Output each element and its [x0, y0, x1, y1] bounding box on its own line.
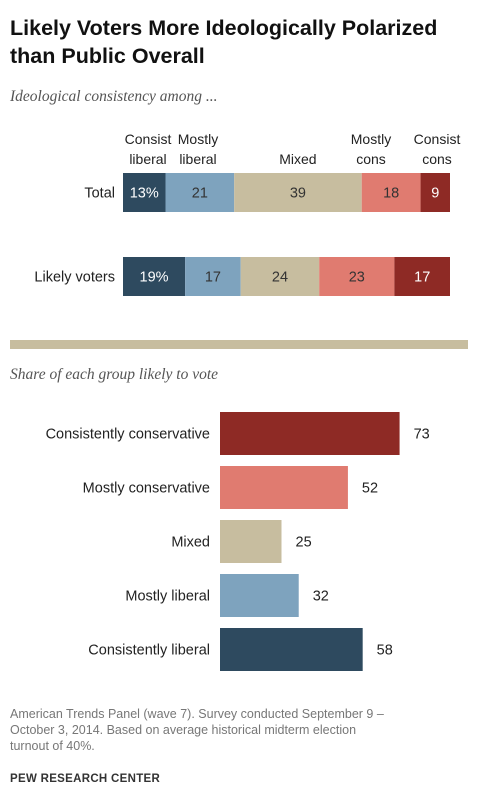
stacked-segment — [165, 173, 235, 212]
source-line: October 3, 2014. Based on average histor… — [10, 723, 357, 737]
legend-header: Mostly — [351, 131, 391, 147]
stacked-segment — [123, 173, 166, 212]
bar-value-label: 52 — [362, 481, 378, 497]
bar-value-label: 73 — [414, 427, 430, 443]
segment-value-label: 9 — [431, 186, 439, 202]
category-label: Mostly liberal — [125, 589, 210, 605]
segment-value-label: 39 — [290, 186, 306, 202]
legend-header: cons — [356, 151, 386, 167]
stacked-segment — [123, 257, 186, 296]
segment-value-label: 24 — [272, 270, 288, 286]
bar — [220, 628, 363, 671]
legend-header: Consist — [414, 131, 461, 147]
turnout-chart-subtitle: Share of each group likely to vote — [10, 366, 219, 383]
segment-value-label: 23 — [349, 270, 365, 286]
source-line: American Trends Panel (wave 7). Survey c… — [10, 707, 384, 721]
category-label: Mostly conservative — [83, 481, 210, 497]
legend-header: cons — [422, 151, 452, 167]
legend-header: Mostly — [178, 131, 218, 147]
stacked-chart-subtitle: Ideological consistency among ... — [10, 88, 218, 105]
bar-value-label: 25 — [296, 535, 312, 551]
stacked-segment — [361, 173, 421, 212]
segment-value-label: 19% — [140, 270, 169, 286]
stacked-segment — [234, 173, 362, 212]
row-label: Total — [84, 186, 115, 202]
legend-header: Consist — [125, 131, 172, 147]
source-line: turnout of 40%. — [10, 739, 95, 753]
stacked-segment — [319, 257, 395, 296]
legend-header: liberal — [179, 151, 216, 167]
category-label: Mixed — [171, 535, 210, 551]
stacked-segment — [240, 257, 320, 296]
segment-value-label: 17 — [205, 270, 221, 286]
bar — [220, 520, 282, 563]
bar — [220, 574, 299, 617]
legend-header: Mixed — [279, 151, 316, 167]
footer-brand: PEW RESEARCH CENTER — [10, 773, 161, 785]
legend-header: liberal — [129, 151, 166, 167]
category-label: Consistently conservative — [46, 427, 210, 443]
segment-value-label: 18 — [383, 186, 399, 202]
bar-value-label: 32 — [313, 589, 329, 605]
category-label: Consistently liberal — [88, 643, 210, 659]
stacked-segment — [394, 257, 450, 296]
stacked-segment — [420, 173, 450, 212]
segment-value-label: 13% — [130, 186, 159, 202]
bar-value-label: 58 — [377, 643, 393, 659]
chart-title: Likely Voters More Ideologically Polariz… — [10, 16, 438, 68]
bar — [220, 412, 400, 455]
segment-value-label: 21 — [192, 186, 208, 202]
stacked-segment — [185, 257, 241, 296]
source-note: American Trends Panel (wave 7). Survey c… — [10, 706, 472, 754]
stacked-bar-chart: Consist liberal Mostly liberal Mixed Mostly co… — [34, 131, 461, 296]
segment-value-label: 17 — [414, 270, 430, 286]
turnout-bar-chart: Consistently conservative 73 Mostly conser… — [46, 412, 430, 671]
bar — [220, 466, 348, 509]
row-label: Likely voters — [34, 270, 115, 286]
section-divider — [10, 340, 468, 349]
